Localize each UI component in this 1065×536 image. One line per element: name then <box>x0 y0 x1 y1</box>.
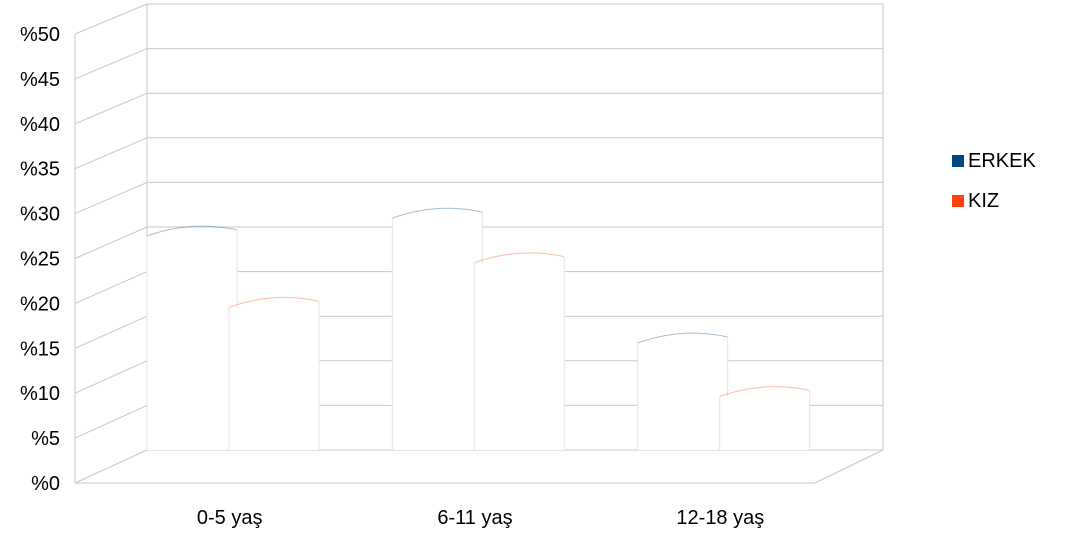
chart-side-wall <box>74 3 148 484</box>
y-tick-label: %20 <box>20 293 60 315</box>
bar-body <box>719 396 810 450</box>
side-gridline <box>74 449 148 484</box>
side-gridline <box>74 137 148 170</box>
side-gridline <box>74 315 148 349</box>
bar-cap <box>719 386 810 397</box>
bar-body <box>637 342 728 450</box>
y-tick-label: %25 <box>20 249 60 271</box>
y-tick-label: %15 <box>20 338 60 360</box>
legend-label: KIZ <box>968 190 999 212</box>
bar-kiz-2 <box>719 386 811 450</box>
side-gridline <box>74 404 148 439</box>
y-tick-label: %0 <box>31 473 60 495</box>
bar-erkek-0 <box>146 225 238 450</box>
bar-kiz-0 <box>228 296 320 450</box>
side-gridline <box>74 360 148 394</box>
floor-right-edge <box>814 449 884 484</box>
legend-swatch <box>952 155 964 167</box>
bars-group <box>146 207 811 450</box>
y-tick-label: %40 <box>20 114 60 136</box>
bar-cap <box>474 252 565 264</box>
bar-cap <box>637 332 728 344</box>
x-tick-label: 6-11 yaş <box>437 507 512 529</box>
legend-label: ERKEK <box>968 150 1036 172</box>
bar-erkek-1 <box>391 207 483 450</box>
x-tick-label: 12-18 yaş <box>676 507 764 529</box>
legend: ERKEK KIZ <box>952 150 1036 212</box>
y-tick-label: %50 <box>20 24 60 46</box>
y-tick-label: %5 <box>31 428 60 450</box>
side-gridline <box>74 3 148 35</box>
bar-erkek-2 <box>637 332 729 450</box>
bar-kiz-1 <box>473 252 565 450</box>
x-axis-ticks: 0-5 yaş 6-11 yaş 12-18 yaş <box>197 507 764 529</box>
bar-cap <box>228 296 320 308</box>
bar-body <box>474 262 565 450</box>
bar-body <box>392 218 483 450</box>
side-gridline <box>74 48 148 80</box>
y-tick-label: %35 <box>20 159 60 181</box>
side-gridline <box>74 181 148 215</box>
side-gridline <box>74 226 148 259</box>
side-gridline <box>74 92 148 125</box>
legend-swatch <box>952 195 964 207</box>
legend-item-kiz: KIZ <box>952 190 999 212</box>
legend-item-erkek: ERKEK <box>952 150 1036 172</box>
bar-cap <box>392 207 483 219</box>
side-gridline <box>74 271 148 304</box>
bar-cap <box>146 225 238 237</box>
y-axis-ticks: %0 %5 %10 %15 %20 %25 %30 %35 %40 %45 %50 <box>20 24 60 495</box>
x-tick-label: 0-5 yaş <box>197 507 263 529</box>
y-tick-label: %10 <box>20 383 60 405</box>
bar-body <box>229 307 319 450</box>
y-tick-label: %45 <box>20 69 60 91</box>
y-tick-label: %30 <box>20 204 60 226</box>
bar-body <box>147 235 237 450</box>
chart-floor <box>75 449 884 484</box>
